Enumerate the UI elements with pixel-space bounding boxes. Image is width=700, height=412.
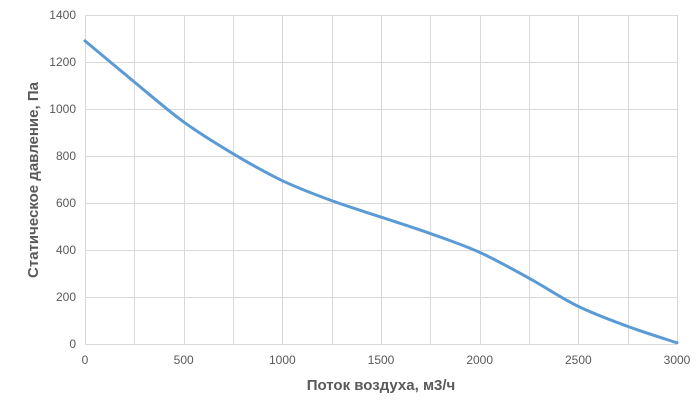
y-tick-label: 0 bbox=[69, 337, 76, 351]
series-layer bbox=[83, 39, 679, 345]
y-tick-label: 1200 bbox=[49, 55, 76, 69]
y-tick-label: 600 bbox=[56, 196, 76, 210]
y-tick-label: 1000 bbox=[49, 102, 76, 116]
x-tick-label: 2500 bbox=[565, 353, 592, 367]
x-axis-title: Поток воздуха, м3/ч bbox=[307, 377, 456, 394]
grid bbox=[85, 15, 678, 345]
y-tick-label: 800 bbox=[56, 149, 76, 163]
x-axis-ticks: 0 500 1000 1500 2000 2500 3000 bbox=[82, 353, 691, 367]
x-tick-label: 500 bbox=[174, 353, 194, 367]
y-tick-label: 400 bbox=[56, 243, 76, 257]
x-tick-label: 3000 bbox=[664, 353, 691, 367]
x-tick-label: 2000 bbox=[466, 353, 493, 367]
y-axis-ticks: 0 200 400 600 800 1000 1200 1400 bbox=[49, 8, 76, 351]
x-tick-label: 0 bbox=[82, 353, 89, 367]
x-tick-label: 1500 bbox=[368, 353, 395, 367]
y-tick-label: 1400 bbox=[49, 8, 76, 22]
series-line bbox=[83, 39, 679, 345]
y-tick-label: 200 bbox=[56, 290, 76, 304]
x-tick-label: 1000 bbox=[269, 353, 296, 367]
y-axis-title: Статическое давление, Па bbox=[25, 81, 42, 278]
